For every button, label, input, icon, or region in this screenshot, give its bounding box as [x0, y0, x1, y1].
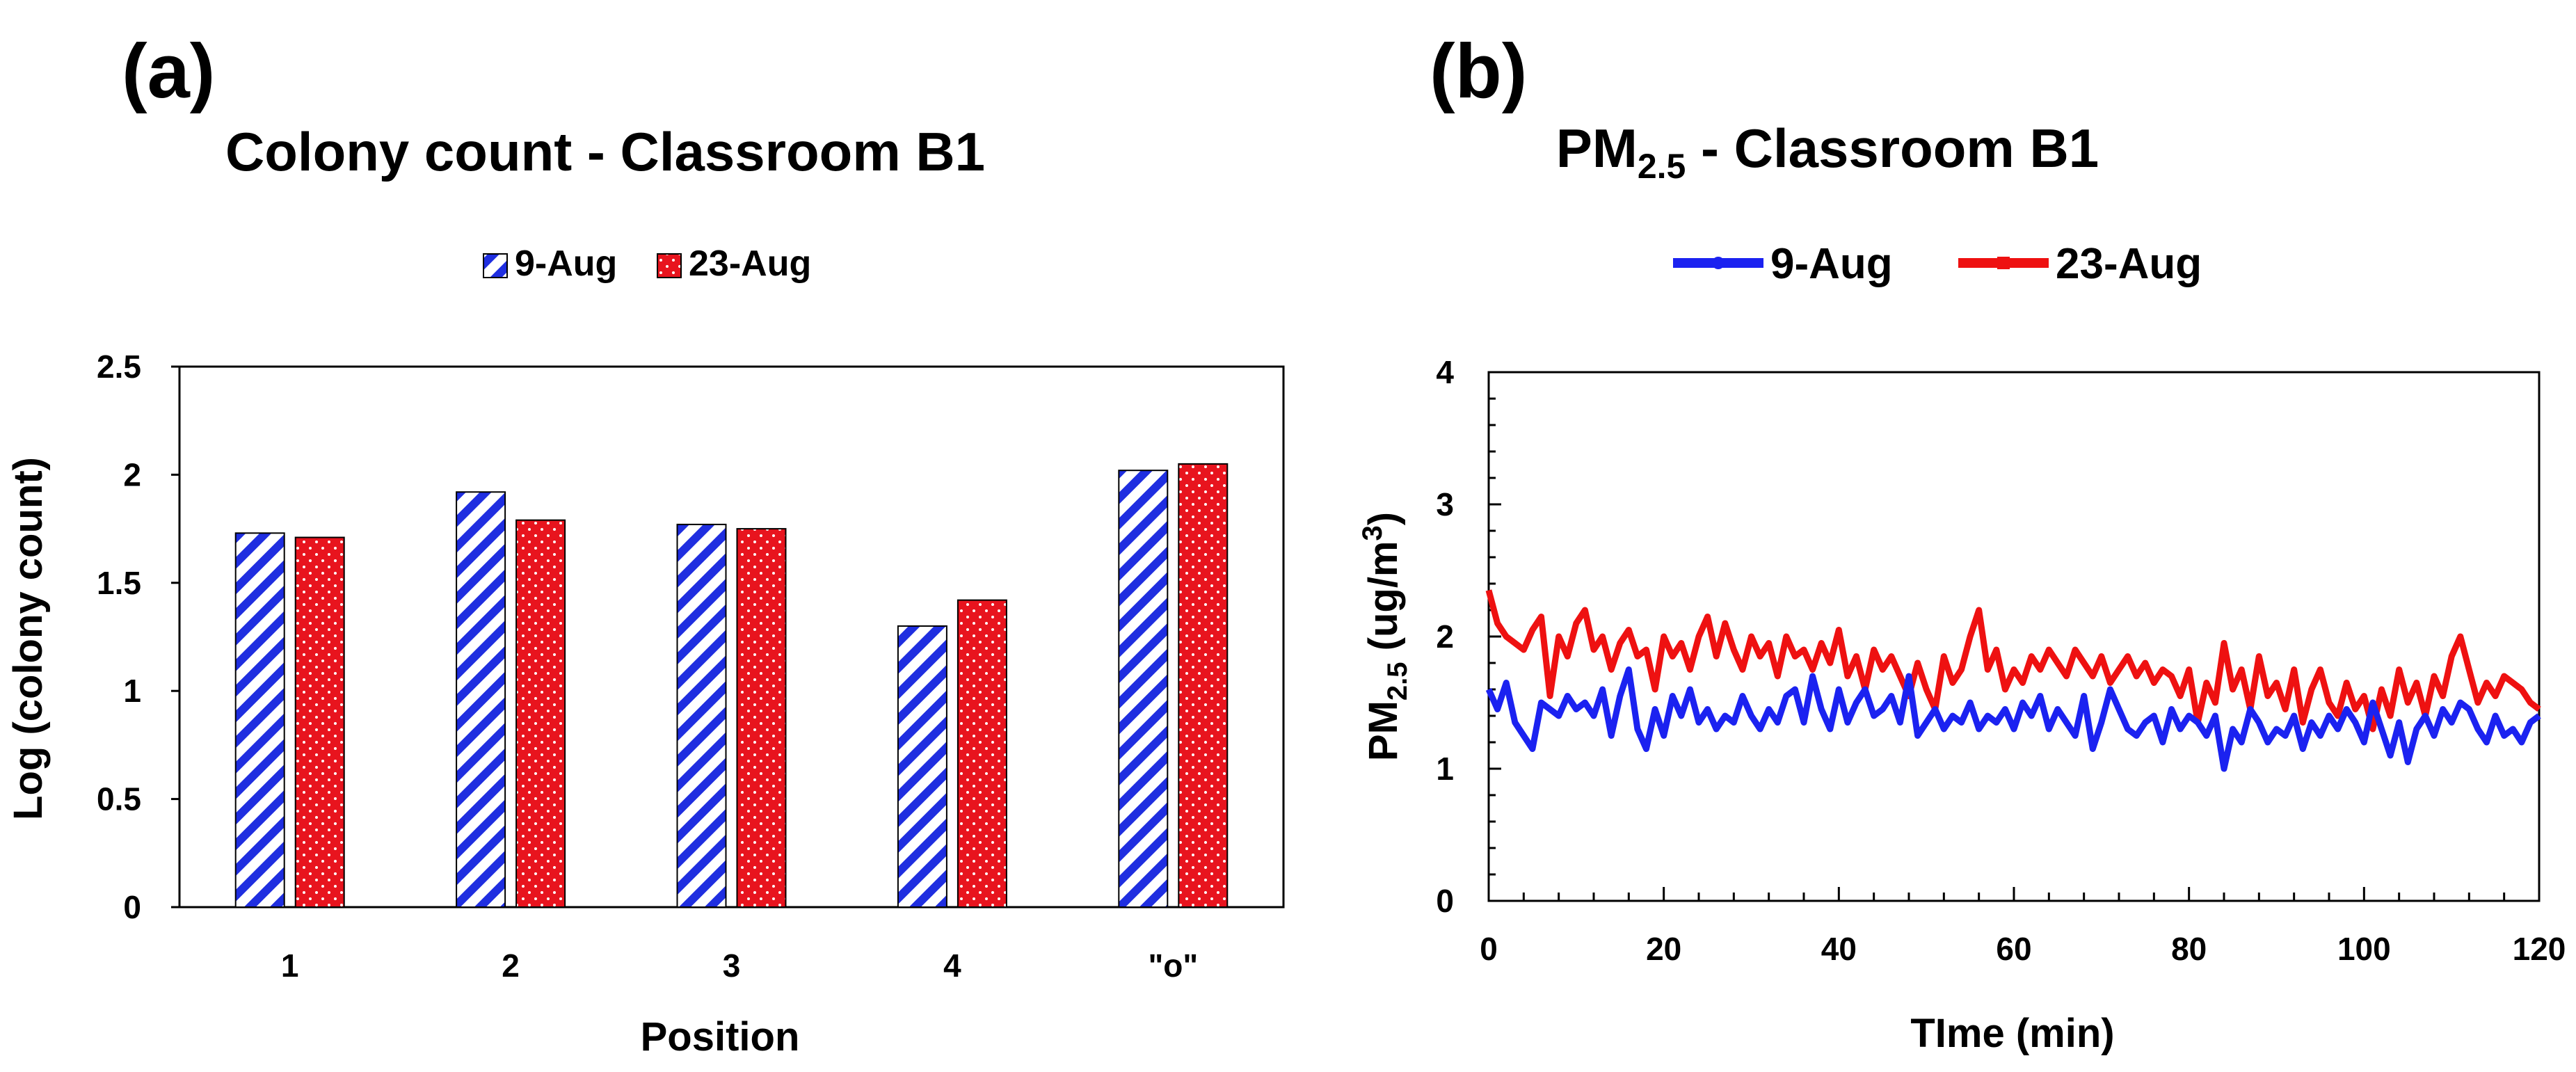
bar-9-aug-2 [456, 491, 506, 908]
x-tick-label: "o" [1148, 947, 1198, 984]
chart-b-ylabel-close: ) [1361, 512, 1406, 525]
bar-9-aug-3 [676, 523, 727, 908]
chart-a-ylabel: Log (colony count) [6, 457, 51, 820]
x-tick-label: 80 [2171, 931, 2207, 967]
legend-a-label-9aug: 9-Aug [515, 243, 617, 284]
chart-b-plot-area [1487, 371, 2541, 902]
series-line-9-aug [1485, 666, 2541, 772]
chart-a-legend: 9-Aug 23-Aug [483, 243, 811, 284]
x-tick-label: 2 [502, 947, 520, 984]
chart-a-x-axis: 1 2 3 4 "o" [281, 947, 1198, 984]
chart-a-title: Colony count - Classroom B1 [225, 121, 985, 182]
legend-a-label-23aug: 23-Aug [689, 243, 811, 284]
x-tick-label: 3 [723, 947, 741, 984]
chart-b-title: PM2.5 - Classroom B1 [1556, 118, 2099, 186]
x-tick-label: 4 [943, 947, 961, 984]
bar-9-aug-4 [897, 625, 947, 909]
y-tick-label: 2.5 [97, 349, 141, 385]
panel-a: (a) Colony count - Classroom B1 9-Aug 23… [6, 29, 1285, 1059]
y-tick-label: 1.5 [97, 565, 141, 601]
legend-a-swatch-23aug [657, 253, 682, 278]
chart-b-xlabel: TIme (min) [1910, 1011, 2114, 1056]
chart-b-legend: 9-Aug 23-Aug [1673, 240, 2202, 288]
legend-b-marker-23aug [1997, 257, 2010, 269]
bar-23-aug-4 [957, 599, 1007, 908]
y-tick-label: 4 [1436, 354, 1454, 390]
chart-b-title-rest: - Classroom B1 [1686, 118, 2099, 179]
bar-23-aug-1 [294, 536, 345, 908]
chart-b-ylabel-sub: 2.5 [1382, 662, 1413, 701]
chart-b-lines [1485, 589, 2541, 772]
x-tick-label: 40 [1821, 931, 1857, 967]
chart-b-title-sub: 2.5 [1638, 147, 1686, 186]
chart-b-title-main: PM [1556, 118, 1638, 179]
x-tick-label: 100 [2337, 931, 2391, 967]
y-tick-label: 0.5 [97, 781, 141, 817]
x-tick-label: 1 [281, 947, 299, 984]
chart-a-xlabel: Position [641, 1014, 800, 1059]
chart-b-ylabel-sup: 3 [1357, 525, 1388, 541]
legend-b-label-23aug: 23-Aug [2056, 240, 2202, 288]
legend-b-label-9aug: 9-Aug [1770, 240, 1893, 288]
y-tick-label: 2 [1436, 618, 1454, 655]
x-tick-label: 0 [1480, 931, 1498, 967]
chart-b-ylabel-unit: (ug/m [1361, 541, 1406, 662]
x-tick-label: 20 [1646, 931, 1681, 967]
chart-a-y-axis: 0 0.5 1 1.5 2 2.5 [97, 349, 179, 925]
panel-b-label: (b) [1430, 29, 1527, 114]
y-tick-label: 1 [1436, 751, 1454, 787]
panel-a-label: (a) [122, 29, 215, 114]
chart-a-plot-area [178, 365, 1285, 909]
legend-a-swatch-9aug [483, 253, 508, 278]
chart-b-ylabel-main: PM [1361, 701, 1406, 761]
legend-b-marker-9aug [1712, 257, 1725, 269]
chart-b-y-axis: 0 1 2 3 4 [1436, 354, 1501, 919]
chart-b-x-axis: 0 20 40 60 80 100 120 [1480, 887, 2566, 967]
y-tick-label: 2 [123, 456, 141, 493]
bar-23-aug-3 [736, 528, 787, 908]
bar-23-aug-5 [1178, 463, 1229, 908]
bar-9-aug-5 [1118, 470, 1169, 908]
panel-b: (b) PM2.5 - Classroom B1 9-Aug 23-Aug 01… [1357, 29, 2566, 1056]
series-line-23-aug [1485, 589, 2541, 733]
bar-23-aug-2 [515, 519, 566, 908]
y-tick-label: 0 [1436, 883, 1454, 919]
x-tick-label: 60 [1996, 931, 2031, 967]
y-tick-label: 1 [123, 673, 141, 709]
bar-9-aug-1 [234, 532, 285, 908]
x-tick-label: 120 [2513, 931, 2566, 967]
chart-b-ylabel: PM2.5 (ug/m3) [1357, 512, 1413, 761]
chart-a-bars [234, 463, 1229, 909]
y-tick-label: 0 [123, 889, 141, 925]
y-tick-label: 3 [1436, 486, 1454, 522]
